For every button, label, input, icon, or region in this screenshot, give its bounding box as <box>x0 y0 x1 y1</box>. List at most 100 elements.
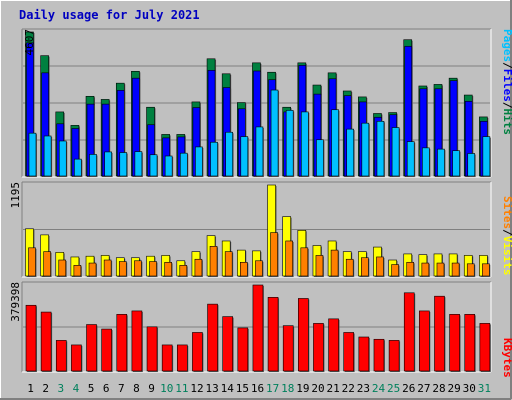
sites-bar-day-1 <box>28 247 37 277</box>
day-label-26: 26 <box>402 382 415 395</box>
pages-bar-day-19 <box>301 111 310 177</box>
kbytes-bar-day-6 <box>101 328 113 372</box>
sites-bar-day-8 <box>134 260 143 277</box>
day-label-17: 17 <box>266 382 279 395</box>
kbytes-bar-day-18 <box>282 325 295 372</box>
pages-bar-day-6 <box>104 151 113 177</box>
day-label-28: 28 <box>432 382 445 395</box>
sites-bar-day-29 <box>451 262 461 277</box>
hits-ymax-label: 4607 <box>23 29 36 56</box>
chart-title: Daily usage for July 2021 <box>19 8 200 22</box>
pages-bar-day-26 <box>406 141 416 177</box>
day-label-30: 30 <box>463 382 476 395</box>
sites-bar-day-21 <box>330 249 340 277</box>
kbytes-bar-day-25 <box>388 340 401 372</box>
pages-bar-day-7 <box>119 152 128 177</box>
sites-bar-day-11 <box>179 265 188 277</box>
kbytes-bar-day-21 <box>328 318 340 372</box>
kbytes-bar-day-19 <box>298 298 310 372</box>
legend-sep-3: / <box>501 229 512 236</box>
day-label-4: 4 <box>73 382 80 395</box>
legend-kbytes: KBytes <box>501 338 512 378</box>
pages-bar-day-21 <box>331 109 340 177</box>
pages-bar-day-11 <box>179 152 189 177</box>
visits-legend: Sites/Visits <box>501 196 512 276</box>
day-label-16: 16 <box>251 382 264 395</box>
kbytes-bar-day-13 <box>207 303 219 372</box>
sites-bar-day-7 <box>118 261 128 277</box>
pages-bar-day-29 <box>452 150 461 177</box>
hits-panel <box>21 28 492 178</box>
sites-bar-day-25 <box>391 264 400 277</box>
kbytes-bar-day-27 <box>419 310 431 372</box>
sites-bar-day-26 <box>406 261 415 277</box>
kbytes-bar-day-1 <box>25 304 37 372</box>
kbytes-bar-day-8 <box>131 310 143 372</box>
hits-legend: Pages/Files/Hits <box>501 29 512 135</box>
day-label-20: 20 <box>311 382 324 395</box>
sites-bar-day-5 <box>88 262 98 277</box>
kbytes-bar-day-26 <box>403 292 416 372</box>
sites-bar-day-10 <box>164 261 173 277</box>
pages-bar-day-17 <box>270 89 280 177</box>
kbytes-bar-day-15 <box>237 327 249 372</box>
kbytes-bar-day-17 <box>267 297 280 372</box>
kbytes-ymax-label: 379398 <box>9 282 22 322</box>
kbytes-legend: KBytes <box>501 338 512 378</box>
sites-bar-day-14 <box>224 251 234 277</box>
pages-bar-day-28 <box>437 148 446 177</box>
day-label-11: 11 <box>175 382 188 395</box>
kbytes-bar-day-7 <box>116 314 128 372</box>
sites-bar-day-2 <box>43 251 52 277</box>
pages-bar-day-5 <box>89 154 98 177</box>
pages-bar-day-30 <box>467 153 476 177</box>
kbytes-bar-day-31 <box>479 323 491 372</box>
day-label-18: 18 <box>281 382 294 395</box>
sites-bar-day-27 <box>421 262 430 277</box>
sites-bar-day-17 <box>270 232 279 277</box>
day-labels: 1 2 3 4 5 6 7 8 9 10 11 12 13 14 15 16 17 18 19 20 21 22 23 24 2… <box>27 382 491 395</box>
pages-bar-day-1 <box>28 132 37 177</box>
kbytes-bar-day-28 <box>434 295 446 372</box>
pages-bar-day-12 <box>195 146 204 177</box>
pages-bar-day-2 <box>43 135 53 177</box>
day-label-6: 6 <box>103 382 110 395</box>
pages-bar-day-10 <box>164 155 174 177</box>
day-label-9: 9 <box>148 382 155 395</box>
day-label-10: 10 <box>160 382 173 395</box>
legend-sep-2: / <box>501 102 512 109</box>
sites-bar-day-15 <box>240 261 249 277</box>
day-label-2: 2 <box>42 382 49 395</box>
sites-bar-day-23 <box>361 257 370 277</box>
legend-sites: Sites <box>501 196 512 229</box>
sites-bar-day-9 <box>149 261 158 277</box>
pages-bar-day-8 <box>134 151 143 177</box>
kbytes-bar-day-29 <box>449 314 461 372</box>
kbytes-bar-day-2 <box>40 311 53 372</box>
kbytes-bar-day-10 <box>161 344 174 372</box>
day-label-19: 19 <box>296 382 309 395</box>
pages-bar-day-4 <box>74 158 83 177</box>
kbytes-bar-day-5 <box>86 324 98 372</box>
kbytes-panel <box>21 281 492 373</box>
sites-bar-day-20 <box>315 255 324 277</box>
kbytes-bar-day-20 <box>313 323 325 372</box>
sites-bar-day-12 <box>194 258 203 277</box>
legend-pages: Pages <box>501 29 512 62</box>
day-label-5: 5 <box>88 382 95 395</box>
day-label-13: 13 <box>205 382 218 395</box>
pages-bar-day-15 <box>240 136 249 177</box>
pages-bar-day-25 <box>391 127 401 177</box>
sites-bar-day-4 <box>73 265 82 277</box>
day-label-31: 31 <box>478 382 491 395</box>
pages-bar-day-20 <box>316 139 325 177</box>
legend-visits: Visits <box>501 236 512 276</box>
sites-bar-day-6 <box>103 259 113 277</box>
sites-bar-day-16 <box>255 260 264 277</box>
sites-bar-day-19 <box>300 247 309 277</box>
pages-bar-day-3 <box>58 140 68 177</box>
legend-sep-1: / <box>501 62 512 69</box>
kbytes-bar-day-12 <box>192 332 204 372</box>
sites-bar-day-30 <box>466 263 476 277</box>
